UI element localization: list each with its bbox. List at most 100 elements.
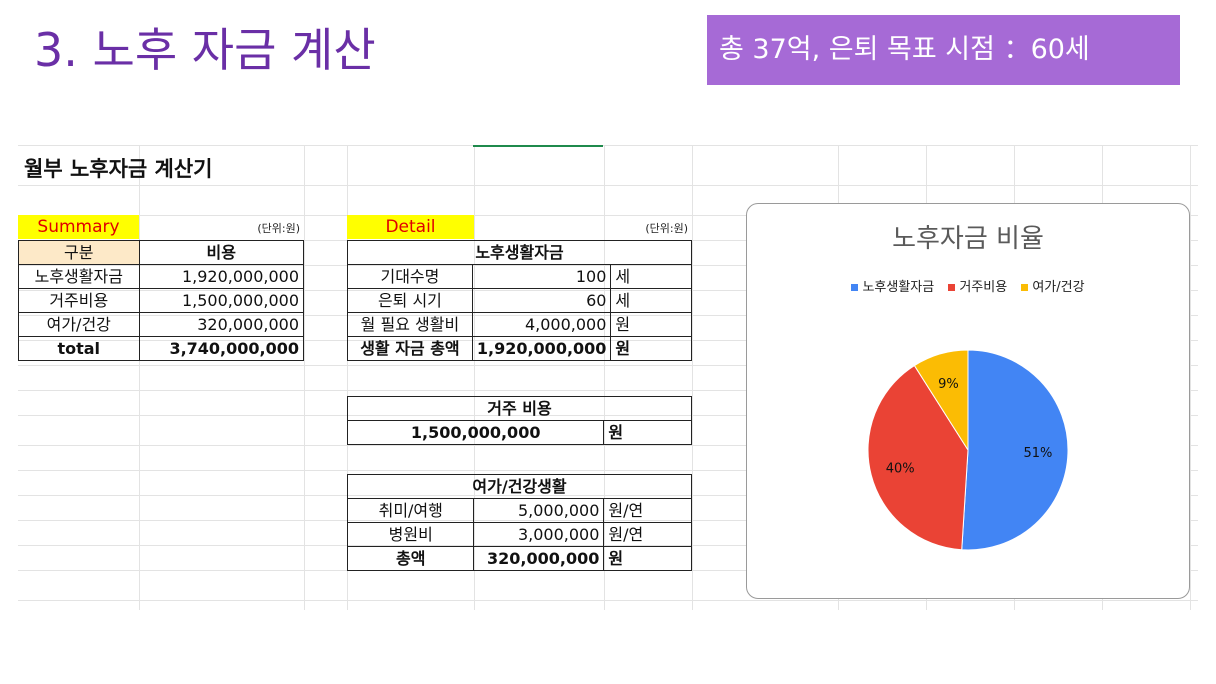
detail-cell-value[interactable]: 100: [471, 264, 612, 289]
gridline: [18, 470, 1198, 471]
gridline: [18, 365, 1198, 366]
detail-cell-value[interactable]: 5,000,000: [473, 498, 605, 523]
table-row: 취미/여행 5,000,000 원/연: [346, 498, 692, 523]
detail-cell-name[interactable]: 취미/여행: [346, 498, 475, 523]
living-total-label[interactable]: 생활 자금 총액: [347, 336, 473, 361]
detail-cell-name[interactable]: 기대수명: [347, 264, 473, 289]
detail-cell-unit[interactable]: 원/연: [603, 498, 692, 523]
table-row: 병원비 3,000,000 원/연: [346, 522, 692, 547]
summary-header-category[interactable]: 구분: [18, 240, 140, 265]
chart-title: 노후자금 비율: [892, 224, 1044, 254]
leisure-total-value[interactable]: 320,000,000: [473, 546, 605, 571]
living-total-value[interactable]: 1,920,000,000: [471, 336, 612, 361]
summary-total-label[interactable]: total: [18, 336, 140, 361]
gridline: [1190, 145, 1191, 610]
pie-slice[interactable]: [867, 364, 969, 551]
summary-header-cost[interactable]: 비용: [138, 240, 305, 265]
legend-swatch: [1021, 284, 1029, 291]
summary-unit: (단위:원): [257, 222, 300, 235]
pie-slice[interactable]: [913, 349, 969, 452]
detail-cell-unit[interactable]: 원: [610, 312, 692, 337]
table-row: 여가/건강생활: [347, 474, 692, 499]
table-row: 생활 자금 총액 1,920,000,000 원: [347, 336, 692, 361]
table-row: 구분 비용: [18, 240, 305, 265]
detail-cell-unit[interactable]: 세: [610, 264, 692, 289]
gridline: [692, 145, 693, 610]
pie-slice-label: 40%: [886, 461, 915, 476]
gridline: [18, 390, 1198, 391]
summary-cell-value[interactable]: 1,920,000,000: [138, 264, 305, 289]
summary-cell-name[interactable]: 여가/건강: [18, 312, 140, 337]
gridline: [347, 145, 348, 610]
table-row: 기대수명 100 세: [347, 264, 692, 289]
summary-cell-value[interactable]: 1,500,000,000: [138, 288, 305, 313]
retirement-goal-banner: 총 37억, 은퇴 목표 시점 ：60세: [707, 15, 1180, 85]
table-row: 거주비용 1,500,000,000: [18, 288, 305, 313]
detail-cell-value[interactable]: 3,000,000: [473, 522, 605, 547]
table-row: 거주 비용: [347, 396, 692, 421]
gridline: [18, 145, 1198, 146]
gridline: [18, 570, 1198, 571]
detail-cell-value[interactable]: 60: [471, 288, 612, 313]
detail-cell-unit[interactable]: 세: [610, 288, 692, 313]
detail-cell-value[interactable]: 4,000,000: [471, 312, 612, 337]
living-expense-header[interactable]: 노후생활자금: [347, 240, 692, 265]
cell-selection-indicator: [473, 145, 603, 147]
leisure-total-label[interactable]: 총액: [346, 546, 475, 571]
gridline: [18, 445, 1198, 446]
leisure-health-header[interactable]: 여가/건강생활: [347, 474, 692, 499]
spreadsheet-area: 월부 노후자금 계산기 Summary (단위:원) 구분 비용 노후생활자금 …: [18, 145, 1198, 610]
table-row: 여가/건강 320,000,000: [18, 312, 305, 337]
pie-slice-label: 51%: [1024, 446, 1053, 461]
summary-table: 구분 비용 노후생활자금 1,920,000,000 거주비용 1,500,00…: [18, 240, 305, 361]
housing-header[interactable]: 거주 비용: [347, 396, 692, 421]
gridline: [474, 145, 475, 610]
detail-cell-name[interactable]: 은퇴 시기: [347, 288, 473, 313]
summary-cell-name[interactable]: 거주비용: [18, 288, 140, 313]
gridline: [304, 145, 305, 610]
table-row: 월 필요 생활비 4,000,000 원: [347, 312, 692, 337]
legend-item: 여가/건강: [1021, 280, 1085, 295]
pie-chart: 51% 40% 9%: [867, 349, 1069, 551]
gridline: [139, 145, 140, 610]
table-row: 은퇴 시기 60 세: [347, 288, 692, 313]
summary-total-value[interactable]: 3,740,000,000: [138, 336, 305, 361]
legend-label: 거주비용: [959, 280, 1008, 295]
summary-label[interactable]: Summary: [18, 215, 139, 239]
pie-slice-label: 9%: [938, 377, 959, 392]
gridline: [18, 600, 1198, 601]
chart-legend: 노후생활자금 거주비용 여가/건강: [747, 276, 1189, 295]
detail-label[interactable]: Detail: [347, 215, 474, 239]
table-row: 1,500,000,000 원: [346, 420, 692, 445]
legend-swatch: [948, 284, 956, 291]
detail-cell-name[interactable]: 월 필요 생활비: [347, 312, 473, 337]
legend-item: 거주비용: [948, 280, 1007, 295]
legend-label: 노후생활자금: [862, 280, 935, 295]
table-row: 노후생활자금 1,920,000,000: [18, 264, 305, 289]
detail-cell-name[interactable]: 병원비: [346, 522, 475, 547]
gridline: [18, 215, 1198, 216]
pie-chart-panel[interactable]: 노후자금 비율 노후생활자금 거주비용 여가/건강 51% 40% 9%: [746, 203, 1190, 599]
housing-value[interactable]: 1,500,000,000: [346, 420, 605, 445]
slide-title: 3. 노후 자금 계산: [34, 23, 376, 77]
housing-table: 거주 비용 1,500,000,000 원: [346, 396, 692, 445]
gridline: [18, 185, 1198, 186]
table-row: 노후생활자금: [347, 240, 692, 265]
legend-label: 여가/건강: [1032, 280, 1085, 295]
summary-cell-name[interactable]: 노후생활자금: [18, 264, 140, 289]
housing-unit[interactable]: 원: [603, 420, 692, 445]
detail-unit: (단위:원): [645, 222, 688, 235]
summary-cell-value[interactable]: 320,000,000: [138, 312, 305, 337]
gridline: [604, 145, 605, 610]
living-total-unit[interactable]: 원: [610, 336, 692, 361]
pie-slice[interactable]: [961, 349, 1069, 551]
detail-cell-unit[interactable]: 원/연: [603, 522, 692, 547]
legend-swatch: [851, 284, 859, 291]
legend-item: 노후생활자금: [851, 280, 934, 295]
table-row: total 3,740,000,000: [18, 336, 305, 361]
leisure-total-unit[interactable]: 원: [603, 546, 692, 571]
living-expense-table: 노후생활자금 기대수명 100 세 은퇴 시기 60 세 월 필요 생활비 4,…: [347, 240, 692, 361]
leisure-health-table: 여가/건강생활 취미/여행 5,000,000 원/연 병원비 3,000,00…: [346, 474, 692, 571]
sheet-title: 월부 노후자금 계산기: [24, 157, 213, 181]
table-row: 총액 320,000,000 원: [346, 546, 692, 571]
